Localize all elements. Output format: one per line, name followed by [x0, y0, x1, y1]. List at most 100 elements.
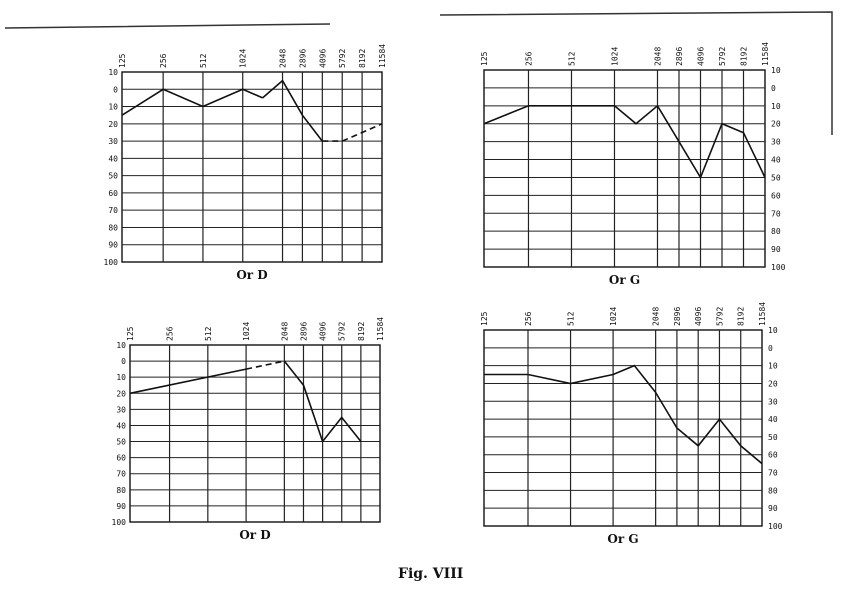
- chart-title: Or D: [239, 528, 270, 542]
- y-tick-label: 10: [108, 103, 118, 112]
- y-tick-label: 20: [771, 120, 781, 129]
- y-tick-label: 90: [771, 245, 781, 254]
- y-tick-label: 60: [768, 451, 778, 460]
- x-tick-label: 5792: [718, 47, 727, 66]
- x-tick-label: 4096: [694, 307, 703, 326]
- hearing-threshold-line: [262, 79, 323, 142]
- hearing-threshold-line: [245, 360, 285, 370]
- y-tick-label: 80: [771, 227, 781, 236]
- y-tick-label: 30: [768, 397, 778, 406]
- x-tick-label: 256: [159, 53, 168, 68]
- x-tick-label: 11584: [376, 317, 385, 341]
- y-tick-label: 50: [771, 173, 781, 182]
- hearing-threshold-line: [484, 364, 763, 465]
- x-tick-label: 2048: [280, 322, 289, 341]
- x-tick-label: 125: [118, 53, 127, 68]
- x-tick-label: 256: [524, 311, 533, 326]
- y-tick-label: 20: [116, 389, 126, 398]
- y-tick-label: 80: [768, 486, 778, 495]
- hearing-threshold-line: [322, 123, 383, 142]
- y-tick-label: 70: [768, 469, 778, 478]
- y-tick-label: 100: [112, 518, 127, 527]
- figure-caption: Fig. VIII: [398, 566, 463, 582]
- x-tick-label: 2896: [673, 307, 682, 326]
- plot-frame: [121, 71, 383, 263]
- y-tick-label: 10: [116, 341, 126, 350]
- audiogram-2: 125 256 512 1024 2048 2896 4096 5792 8192 1158410…: [480, 42, 786, 287]
- x-tick-label: 125: [480, 311, 489, 326]
- y-tick-label: 20: [108, 120, 118, 129]
- x-tick-label: 512: [567, 51, 576, 66]
- x-tick-label: 8192: [740, 47, 749, 66]
- x-tick-label: 512: [567, 311, 576, 326]
- y-tick-label: 50: [108, 172, 118, 181]
- y-tick-label: 0: [121, 357, 126, 366]
- y-tick-label: 10: [768, 362, 778, 371]
- x-tick-label: 2048: [652, 307, 661, 326]
- x-tick-label: 11584: [758, 302, 767, 326]
- x-tick-label: 1024: [239, 49, 248, 68]
- y-tick-label: 90: [116, 502, 126, 511]
- y-tick-label: 70: [108, 206, 118, 215]
- y-tick-label: 80: [116, 486, 126, 495]
- y-tick-label: 10: [768, 326, 778, 335]
- y-tick-label: 70: [116, 470, 126, 479]
- x-tick-label: 5792: [715, 307, 724, 326]
- x-tick-label: 2048: [653, 47, 662, 66]
- y-tick-label: 10: [771, 66, 781, 75]
- page-border-mark: [4, 11, 833, 135]
- x-tick-label: 125: [480, 51, 489, 66]
- x-tick-label: 1024: [609, 307, 618, 326]
- x-tick-label: 256: [166, 326, 175, 341]
- plot-frame: [129, 344, 381, 523]
- audiogram-3: 125 256 512 1024 2048 2896 4096 5792 8192 11584 10…: [112, 317, 385, 542]
- y-tick-label: 40: [768, 415, 778, 424]
- y-tick-label: 100: [768, 522, 783, 531]
- chart-title: Or D: [236, 268, 267, 282]
- y-tick-label: 50: [768, 433, 778, 442]
- y-tick-label: 0: [113, 85, 118, 94]
- x-tick-label: 8192: [358, 49, 367, 68]
- hearing-threshold-line: [283, 360, 362, 444]
- y-tick-label: 20: [768, 379, 778, 388]
- x-tick-label: 2896: [299, 322, 308, 341]
- x-tick-label: 1024: [242, 322, 251, 341]
- plot-frame: [483, 329, 763, 527]
- x-tick-label: 125: [126, 326, 135, 341]
- plot-frame: [483, 69, 766, 268]
- y-tick-label: 30: [771, 138, 781, 147]
- y-tick-label: 90: [108, 241, 118, 250]
- x-tick-label: 4096: [696, 47, 705, 66]
- y-tick-label: 60: [116, 454, 126, 463]
- x-tick-label: 2896: [675, 47, 684, 66]
- y-tick-label: 10: [771, 102, 781, 111]
- x-tick-label: 5792: [338, 322, 347, 341]
- x-tick-label: 4096: [319, 322, 328, 341]
- y-tick-label: 30: [116, 405, 126, 414]
- y-tick-label: 40: [108, 154, 118, 163]
- chart-title: Or G: [609, 273, 640, 287]
- x-tick-label: 8192: [357, 322, 366, 341]
- y-tick-label: 100: [104, 258, 119, 267]
- y-tick-label: 50: [116, 438, 126, 447]
- y-tick-label: 40: [116, 421, 126, 430]
- audiogram-1: 125 256 512 1024 2048 2896 4096 5792 8192 11584 10…: [104, 44, 387, 282]
- x-tick-label: 5792: [338, 49, 347, 68]
- y-tick-label: 30: [108, 137, 118, 146]
- audiogram-charts: 125 256 512 1024 2048 2896 4096 5792 8192 1158410…: [104, 42, 786, 546]
- audiogram-4: 125 256 512 1024 2048 2896 4096 5792 8192 1158410…: [480, 302, 783, 546]
- y-tick-label: 0: [771, 84, 776, 93]
- y-tick-label: 0: [768, 344, 773, 353]
- x-tick-label: 4096: [318, 49, 327, 68]
- x-tick-label: 2048: [279, 49, 288, 68]
- y-tick-label: 10: [116, 373, 126, 382]
- y-tick-label: 80: [108, 223, 118, 232]
- y-tick-label: 60: [108, 189, 118, 198]
- hearing-threshold-line: [121, 88, 263, 116]
- x-tick-label: 256: [524, 51, 533, 66]
- x-tick-label: 512: [204, 326, 213, 341]
- x-tick-label: 1024: [610, 47, 619, 66]
- x-tick-label: 2896: [298, 49, 307, 68]
- x-tick-label: 512: [199, 53, 208, 68]
